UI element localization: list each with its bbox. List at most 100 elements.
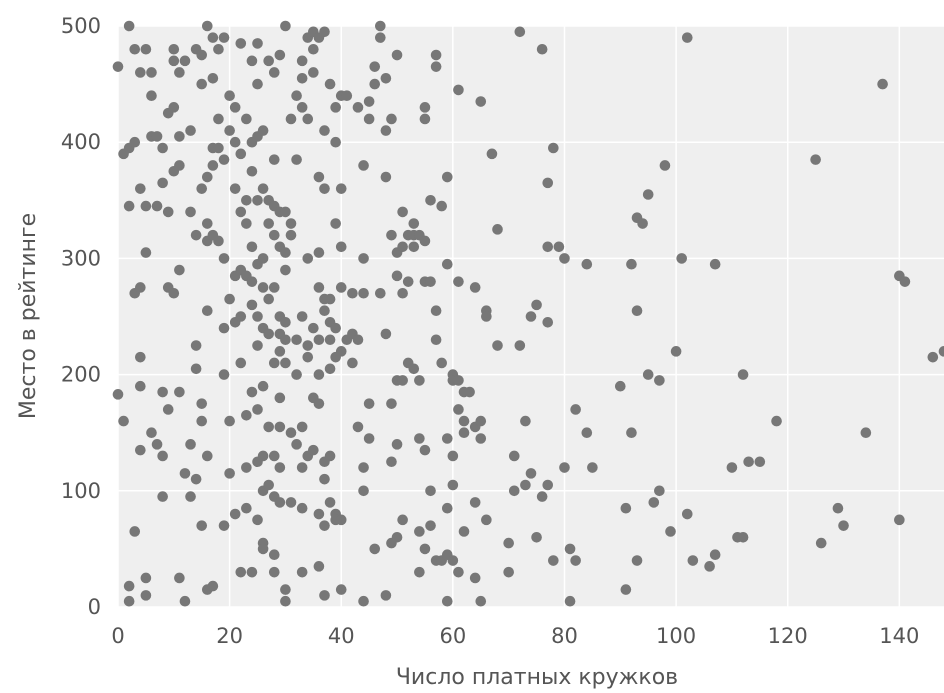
scatter-point <box>235 38 247 49</box>
scatter-point <box>475 415 487 427</box>
scatter-point <box>358 595 369 607</box>
scatter-point <box>241 409 252 421</box>
scatter-point <box>525 468 537 479</box>
scatter-point <box>397 206 408 218</box>
scatter-point <box>185 439 196 450</box>
scatter-point <box>157 142 168 154</box>
scatter-point <box>352 421 364 433</box>
scatter-point <box>174 131 185 142</box>
scatter-point <box>201 171 213 183</box>
scatter-point <box>162 206 174 218</box>
scatter-point <box>252 404 263 415</box>
scatter-point <box>246 55 258 67</box>
scatter-point <box>938 346 944 357</box>
scatter-point <box>430 49 442 61</box>
scatter-point <box>207 72 219 84</box>
scatter-point <box>274 497 286 508</box>
scatter-point <box>548 555 559 566</box>
scatter-point <box>380 328 392 340</box>
scatter-point <box>341 90 353 102</box>
scatter-point <box>285 113 297 125</box>
y-tick-label: 200 <box>61 363 101 387</box>
scatter-point <box>296 55 308 67</box>
scatter-point <box>704 561 715 572</box>
scatter-point <box>268 566 280 578</box>
scatter-point <box>252 78 263 90</box>
scatter-point <box>196 49 208 61</box>
scatter-point <box>514 340 526 351</box>
scatter-point <box>347 357 358 369</box>
scatter-point <box>157 491 168 502</box>
scatter-point <box>257 380 269 392</box>
scatter-point <box>503 566 514 578</box>
scatter-point <box>263 218 274 229</box>
scatter-point <box>268 282 280 293</box>
scatter-point <box>257 183 269 194</box>
scatter-point <box>726 462 738 473</box>
scatter-point <box>319 183 330 194</box>
scatter-point <box>520 479 531 491</box>
scatter-point <box>441 433 453 444</box>
scatter-point <box>185 206 196 218</box>
scatter-point <box>631 305 643 316</box>
scatter-point <box>291 154 302 165</box>
scatter-point <box>308 444 319 456</box>
scatter-point <box>469 282 481 293</box>
scatter-point <box>386 456 397 468</box>
scatter-point <box>386 229 397 241</box>
scatter-point <box>531 299 542 311</box>
scatter-point <box>241 462 252 473</box>
scatter-point <box>201 20 213 32</box>
scatter-point <box>280 317 291 328</box>
scatter-point <box>810 154 821 165</box>
scatter-point <box>157 177 168 189</box>
scatter-point <box>570 555 581 566</box>
scatter-point <box>224 293 235 305</box>
scatter-point <box>380 171 392 183</box>
scatter-point <box>313 398 325 409</box>
scatter-point <box>559 253 570 264</box>
scatter-point <box>196 78 208 90</box>
scatter-point <box>542 241 554 253</box>
scatter-point <box>324 293 336 305</box>
scatter-point <box>324 78 336 90</box>
scatter-point <box>743 456 754 468</box>
scatter-point <box>229 508 241 520</box>
scatter-point <box>174 386 185 398</box>
scatter-point <box>503 537 514 549</box>
scatter-point <box>447 479 459 491</box>
scatter-point <box>464 386 475 398</box>
scatter-point <box>542 317 554 328</box>
scatter-point <box>252 340 263 351</box>
scatter-point <box>335 183 347 194</box>
scatter-point <box>308 67 319 78</box>
scatter-point <box>587 462 598 473</box>
scatter-point <box>213 235 224 247</box>
scatter-point <box>375 20 386 32</box>
scatter-point <box>151 439 163 450</box>
scatter-point <box>280 357 291 369</box>
scatter-point <box>235 357 247 369</box>
scatter-point <box>174 67 185 78</box>
scatter-point <box>358 287 369 299</box>
scatter-point <box>268 229 280 241</box>
scatter-point <box>894 514 905 526</box>
scatter-point <box>492 224 503 235</box>
scatter-point <box>391 439 403 450</box>
scatter-point <box>174 264 185 276</box>
scatter-point <box>257 543 269 555</box>
scatter-point <box>486 148 498 160</box>
y-tick-label: 400 <box>61 130 101 154</box>
scatter-point <box>296 311 308 322</box>
scatter-point <box>419 113 431 125</box>
scatter-point <box>380 125 392 136</box>
y-tick-label: 100 <box>61 479 101 503</box>
scatter-point <box>542 479 554 491</box>
scatter-point <box>291 369 302 380</box>
scatter-point <box>157 450 168 462</box>
scatter-point <box>140 247 152 258</box>
scatter-point <box>151 200 163 212</box>
scatter-point <box>441 595 453 607</box>
scatter-point <box>168 102 180 113</box>
scatter-point <box>453 566 464 578</box>
